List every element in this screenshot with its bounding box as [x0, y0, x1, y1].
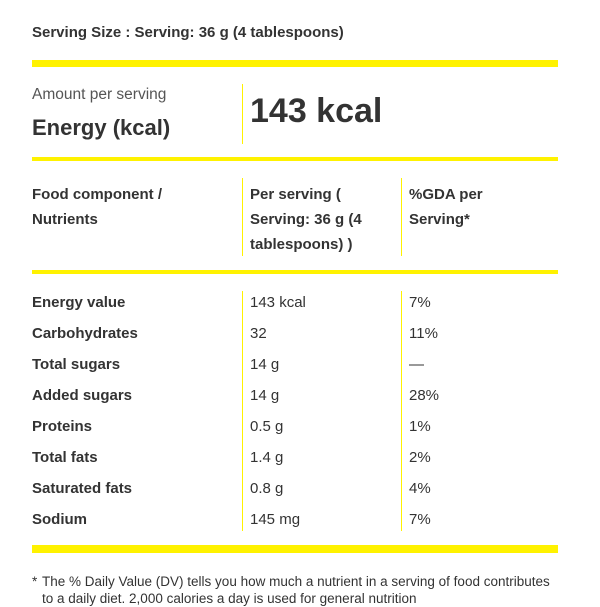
gda-value: 1%	[409, 418, 431, 435]
footnote-text: The % Daily Value (DV) tells you how muc…	[42, 574, 550, 606]
gda-value: 7%	[409, 511, 431, 528]
nutrient-name: Total sugars	[32, 356, 121, 373]
gda-value: —	[409, 356, 424, 373]
column-divider	[401, 178, 402, 256]
table-row: Added sugars 14 g 28%	[32, 386, 558, 417]
column-divider	[242, 291, 243, 531]
nutrient-name: Proteins	[32, 418, 93, 435]
per-serving-value: 0.5 g	[250, 418, 284, 435]
table-row: Carbohydrates 32 11%	[32, 324, 558, 355]
nutrient-name: Added sugars	[32, 387, 133, 404]
divider	[32, 157, 558, 161]
header-nutrients: Food component / Nutrients	[32, 186, 162, 228]
header-per-serving: Per serving ( Serving: 36 g (4 tablespoo…	[250, 186, 362, 253]
per-serving-value: 1.4 g	[250, 449, 284, 466]
gda-value: 28%	[409, 387, 440, 404]
gda-value: 7%	[409, 294, 431, 311]
gda-value: 11%	[409, 325, 438, 342]
table-row: Proteins 0.5 g 1%	[32, 417, 558, 448]
table-row: Sodium 145 mg 7%	[32, 510, 558, 541]
table-row: Total fats 1.4 g 2%	[32, 448, 558, 479]
divider-thick	[32, 60, 558, 67]
energy-value: 143 kcal	[250, 92, 383, 130]
nutrient-name: Carbohydrates	[32, 325, 138, 342]
amount-per-serving-label: Amount per serving	[32, 86, 167, 103]
divider	[32, 270, 558, 274]
table-row: Total sugars 14 g —	[32, 355, 558, 386]
footnote: * The % Daily Value (DV) tells you how m…	[32, 573, 558, 607]
per-serving-value: 143 kcal	[250, 294, 306, 311]
table-row: Saturated fats 0.8 g 4%	[32, 479, 558, 510]
footnote-marker: *	[32, 574, 38, 589]
column-divider	[401, 291, 402, 531]
column-divider	[242, 84, 243, 144]
serving-size: Serving Size : Serving: 36 g (4 tablespo…	[32, 24, 344, 41]
per-serving-value: 32	[250, 325, 267, 342]
per-serving-value: 14 g	[250, 356, 280, 373]
divider-thick	[32, 545, 558, 553]
table-row: Energy value 143 kcal 7%	[32, 293, 558, 324]
nutrient-name: Saturated fats	[32, 480, 133, 497]
gda-value: 2%	[409, 449, 431, 466]
nutrient-name: Total fats	[32, 449, 98, 466]
energy-label: Energy (kcal)	[32, 115, 171, 140]
nutrient-name: Energy value	[32, 294, 126, 311]
per-serving-value: 14 g	[250, 387, 280, 404]
per-serving-value: 145 mg	[250, 511, 301, 528]
nutrient-name: Sodium	[32, 511, 87, 528]
header-gda: %GDA per Serving*	[409, 186, 483, 228]
gda-value: 4%	[409, 480, 431, 497]
column-divider	[242, 178, 243, 256]
per-serving-value: 0.8 g	[250, 480, 284, 497]
